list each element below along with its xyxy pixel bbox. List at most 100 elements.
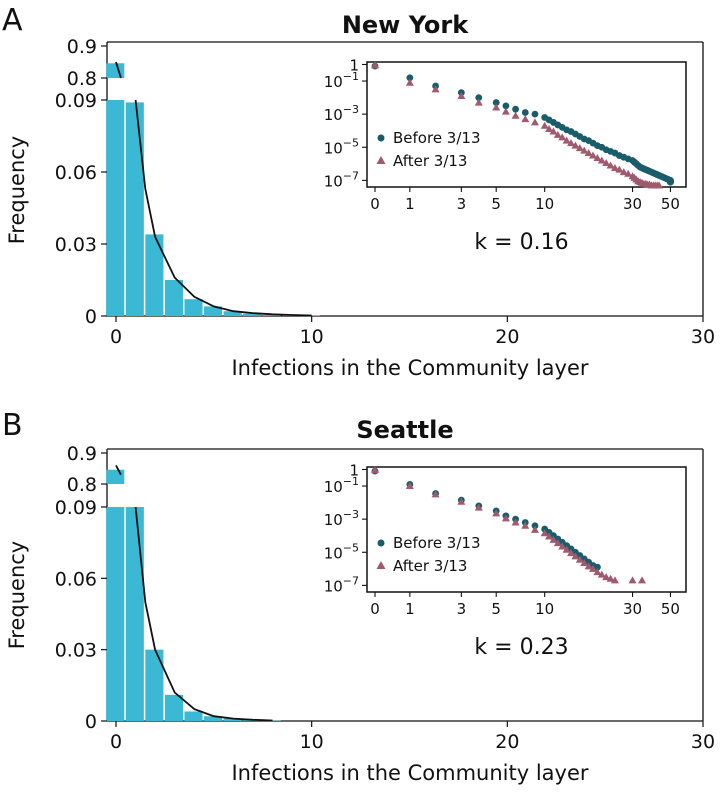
inset-point-after — [638, 576, 647, 584]
inset-point-after — [589, 151, 598, 159]
inset-point-after — [558, 542, 567, 550]
bar — [106, 507, 125, 721]
inset-x-tick-label: 1 — [405, 600, 415, 618]
x-tick-label: 30 — [691, 326, 715, 348]
inset-point-after — [562, 545, 571, 553]
y-tick-label: 0.06 — [55, 162, 97, 184]
inset-y-tick-label: 1 — [349, 56, 359, 74]
inset-point-after — [521, 521, 530, 529]
inset-point-before — [492, 99, 500, 106]
inset-point-after — [610, 576, 619, 584]
inset-point-after — [511, 518, 520, 526]
panel-label: A — [2, 3, 23, 38]
bar — [184, 711, 203, 721]
inset-x-tick-label: 1 — [405, 195, 415, 213]
inset-point-after — [571, 552, 580, 560]
inset-point-after — [405, 482, 414, 490]
inset-point-after — [602, 573, 611, 581]
y-tick-label: 0.09 — [55, 90, 97, 112]
inset-point-before — [502, 102, 510, 110]
inset-point-before — [594, 563, 601, 571]
inset-point-after — [553, 539, 562, 547]
chart-title: Seattle — [356, 416, 453, 444]
inset-point-after — [530, 118, 539, 126]
inset-y-tick-label: 10−3 — [324, 103, 359, 124]
inset-point-after — [628, 576, 637, 584]
y-tick-label: 0 — [85, 711, 97, 733]
inset-x-tick-label: 5 — [491, 195, 501, 213]
inset-y-tick-label: 10−5 — [324, 541, 359, 562]
x-axis-label: Infections in the Community layer — [231, 761, 588, 785]
y-tick-label: 0.09 — [55, 497, 97, 519]
inset-x-tick-label: 30 — [623, 600, 642, 618]
inset-x-tick-label: 5 — [491, 600, 501, 618]
bar — [164, 280, 183, 316]
inset-x-tick-label: 3 — [457, 600, 467, 618]
inset-point-before — [512, 105, 519, 113]
inset-point-after — [624, 169, 633, 177]
inset-point-after — [492, 509, 501, 517]
inset-point-after — [540, 529, 549, 537]
y-axis-label: Frequency — [5, 136, 29, 245]
inset-point-after — [597, 570, 606, 578]
inset-point-after — [457, 497, 466, 505]
inset-x-tick-label: 0 — [370, 195, 380, 213]
inset-point-after — [431, 490, 440, 498]
y-tick-label: 0.06 — [55, 568, 97, 590]
y-tick-label: 0.03 — [55, 234, 97, 256]
inset-point-after — [474, 503, 483, 511]
inset-point-after — [521, 115, 530, 123]
inset-point-after — [606, 574, 615, 582]
inset-point-after — [501, 107, 510, 115]
inset-point-after — [619, 168, 628, 176]
inset-y-tick-label: 10−5 — [324, 136, 359, 157]
inset-point-after — [567, 549, 576, 557]
inset-point-after — [405, 78, 414, 86]
inset-point-before — [406, 74, 414, 82]
inset-point-after — [553, 130, 562, 138]
k-annotation: k = 0.23 — [474, 635, 568, 660]
inset-point-after — [575, 144, 584, 152]
legend-marker-after — [376, 156, 386, 164]
inset-point-before — [521, 109, 529, 116]
inset-point-after — [606, 161, 615, 169]
inset-point-after — [615, 165, 624, 173]
inset-y-tick-label: 10−1 — [324, 70, 359, 91]
inset-point-after — [655, 181, 664, 189]
bar — [106, 100, 125, 316]
bar — [125, 507, 144, 721]
inset-point-after — [549, 535, 558, 543]
k-annotation: k = 0.16 — [474, 230, 568, 255]
x-tick-label: 20 — [495, 326, 519, 348]
y-axis-label: Frequency — [5, 541, 29, 650]
inset-point-after — [580, 559, 589, 567]
bar — [204, 306, 223, 316]
bar — [204, 716, 223, 721]
inset-point-after — [371, 466, 379, 474]
x-tick-label: 30 — [691, 731, 715, 753]
legend-marker-after — [376, 561, 386, 569]
inset-point-after — [474, 98, 483, 106]
inset-x-tick-label: 30 — [623, 195, 642, 213]
inset-point-after — [545, 125, 554, 133]
fit-line — [134, 99, 312, 317]
inset-y-tick-label: 1 — [349, 461, 359, 479]
inset-y-tick-label: 10−3 — [324, 508, 359, 529]
inset-point-after — [511, 111, 520, 119]
inset-x-tick-label: 50 — [661, 195, 680, 213]
inset-point-after — [540, 121, 549, 129]
x-tick-label: 10 — [300, 731, 324, 753]
inset-x-tick-label: 10 — [535, 195, 554, 213]
inset-point-after — [562, 136, 571, 144]
fit-line-upper — [115, 61, 122, 79]
inset-x-tick-label: 3 — [457, 195, 467, 213]
inset-point-before — [531, 522, 539, 530]
inset-y-tick-label: 10−7 — [324, 574, 359, 595]
inset-point-after — [571, 141, 580, 149]
inset-frame — [366, 61, 687, 188]
inset-point-after — [593, 154, 602, 162]
